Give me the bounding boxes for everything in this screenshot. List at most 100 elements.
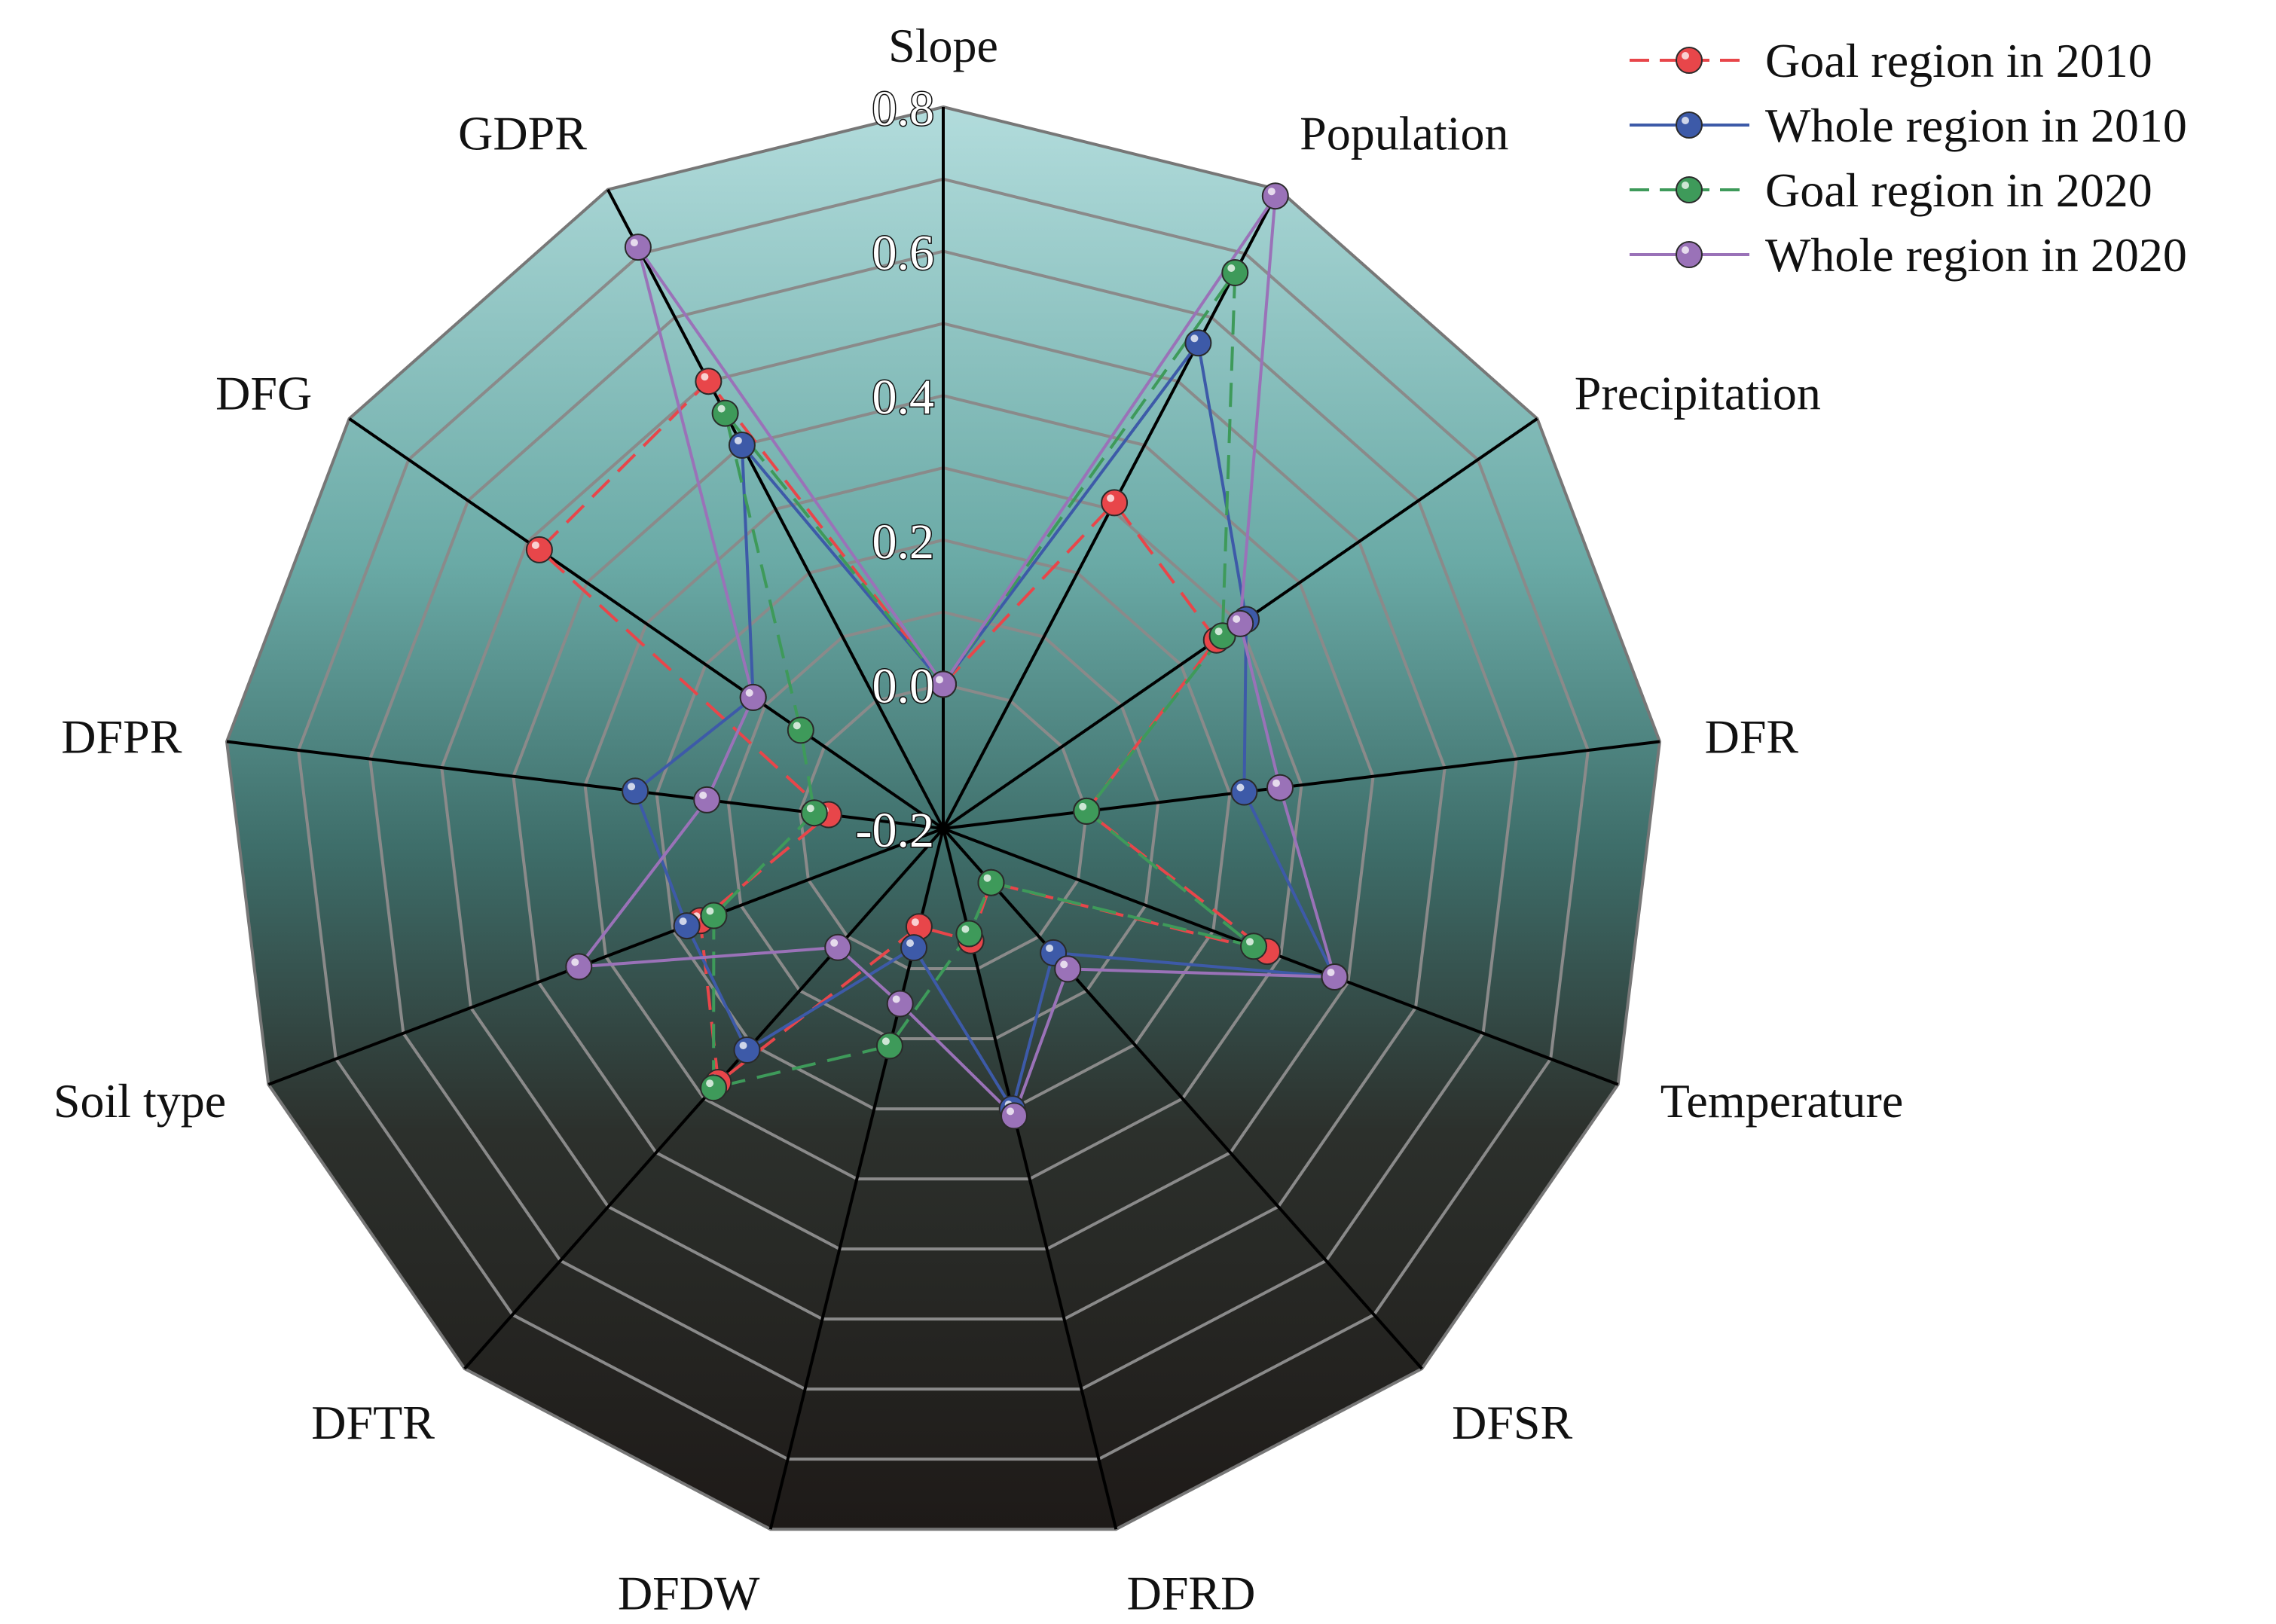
- legend-label: Whole region in 2020: [1765, 228, 2187, 282]
- grid-ring: [655, 538, 1232, 1111]
- tick-label: 0.0: [872, 658, 935, 713]
- point-highlight: [1107, 494, 1115, 502]
- legend-marker: [1676, 111, 1703, 139]
- series-point: [824, 933, 852, 961]
- axis-label: DFTR: [311, 1396, 435, 1449]
- axis-label: DFDW: [618, 1566, 760, 1619]
- series-point: [930, 670, 957, 698]
- series-point: [1184, 329, 1212, 357]
- tick-labels: -0.2 0.0 0.2 0.4 0.6 0.8: [854, 81, 935, 859]
- series-point: [1001, 1102, 1028, 1130]
- legend-label: Goal region in 2010: [1765, 34, 2152, 87]
- axis-spoke: [267, 827, 944, 1086]
- axis-spoke: [942, 827, 1619, 1086]
- legend-label: Goal region in 2020: [1765, 163, 2152, 217]
- point-highlight: [739, 1042, 747, 1049]
- point-highlight: [983, 874, 991, 882]
- grid-ring: [297, 177, 1590, 1461]
- axis-label: DFPR: [61, 710, 182, 763]
- series-point: [955, 920, 983, 948]
- series-point: [800, 799, 828, 827]
- series-point: [1261, 182, 1289, 210]
- point-highlight: [630, 239, 638, 247]
- point-highlight: [1079, 802, 1087, 810]
- series-point: [700, 902, 728, 930]
- point-highlight: [701, 373, 709, 381]
- series-point: [693, 786, 721, 814]
- point-highlight: [1233, 615, 1241, 623]
- point-highlight: [571, 958, 579, 966]
- axis-label: DFG: [215, 367, 312, 420]
- series-point: [739, 683, 767, 711]
- point-highlight: [734, 437, 742, 444]
- point-highlight: [706, 1079, 714, 1088]
- series-point: [1221, 259, 1249, 286]
- series-point: [875, 1032, 903, 1060]
- point-highlight: [1236, 783, 1245, 792]
- axis-spoke: [606, 188, 945, 829]
- tick-label: -0.2: [856, 803, 934, 858]
- axis-spoke: [463, 827, 945, 1370]
- axis-label: Temperature: [1660, 1074, 1903, 1128]
- legend-marker-highlight: [1682, 246, 1689, 254]
- point-highlight: [961, 925, 970, 933]
- legend-marker: [1676, 241, 1703, 268]
- axis-label: DFSR: [1452, 1396, 1572, 1449]
- point-highlight: [1190, 334, 1199, 343]
- point-highlight: [531, 541, 539, 549]
- point-highlight: [628, 783, 636, 791]
- axis-label: Population: [1300, 107, 1508, 160]
- series-line: [712, 267, 1255, 1090]
- grid-ring: [583, 466, 1303, 1181]
- grid-ring: [512, 394, 1375, 1251]
- tick-label: 0.8: [872, 81, 935, 136]
- tick-label: 0.4: [872, 370, 935, 425]
- series-point: [1054, 955, 1082, 983]
- point-highlight: [717, 404, 726, 413]
- legend-marker-highlight: [1682, 52, 1689, 60]
- legend-marker: [1676, 176, 1703, 203]
- radar-grid: [225, 105, 1662, 1531]
- point-highlight: [892, 995, 900, 1003]
- legend-marker: [1676, 47, 1703, 74]
- series-point: [711, 399, 739, 427]
- series-point: [1240, 933, 1267, 960]
- series-point: [733, 1036, 761, 1064]
- axis-spoke: [942, 827, 1423, 1370]
- point-highlight: [699, 791, 707, 799]
- series-point: [977, 868, 1005, 896]
- point-highlight: [1246, 938, 1254, 946]
- series-point: [673, 912, 701, 940]
- point-highlight: [706, 907, 714, 915]
- legend-label: Whole region in 2010: [1765, 99, 2187, 152]
- legend-marker-highlight: [1682, 182, 1689, 189]
- series-point: [886, 990, 914, 1018]
- series-point: [565, 953, 593, 981]
- series-point: [1321, 963, 1349, 991]
- axis-labels: Slope Population Precipitation DFR Temperatu…: [53, 19, 1903, 1619]
- axis-label: Soil type: [53, 1074, 226, 1128]
- series-point: [622, 777, 649, 805]
- series-point: [1073, 797, 1101, 825]
- series-point: [1266, 774, 1294, 801]
- grid-ring: [368, 249, 1518, 1391]
- series-point: [1230, 778, 1258, 806]
- grid-ring: [726, 610, 1160, 1040]
- tick-label: 0.2: [872, 514, 935, 569]
- point-highlight: [830, 939, 839, 947]
- point-highlight: [1007, 1107, 1014, 1116]
- point-highlight: [806, 804, 814, 813]
- axis-label: DFRD: [1127, 1566, 1256, 1619]
- point-highlight: [745, 688, 753, 697]
- legend-marker-highlight: [1682, 117, 1689, 124]
- grid-ring: [440, 322, 1447, 1321]
- point-highlight: [1327, 969, 1335, 976]
- point-highlight: [793, 722, 801, 730]
- point-highlight: [1046, 944, 1054, 952]
- point-highlight: [1272, 779, 1280, 787]
- series-line: [575, 190, 1337, 1119]
- axis-label: Precipitation: [1575, 367, 1821, 420]
- series-point: [900, 934, 927, 962]
- point-highlight: [1214, 627, 1223, 636]
